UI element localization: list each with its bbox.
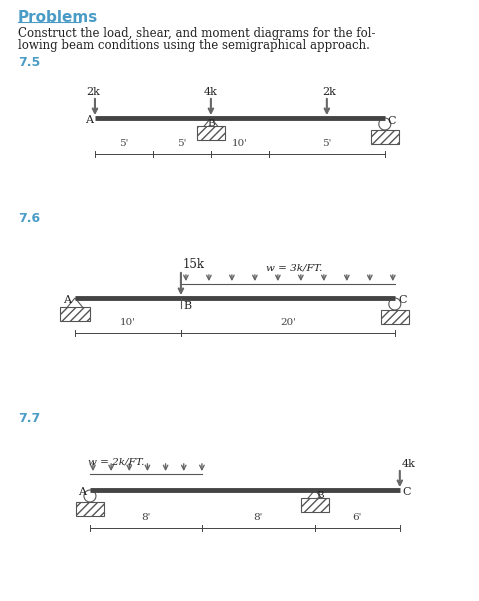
Text: B: B <box>183 301 191 311</box>
Text: C: C <box>388 116 396 126</box>
Text: 7.5: 7.5 <box>18 55 40 69</box>
Text: 8': 8' <box>254 513 263 522</box>
Text: 5': 5' <box>119 139 129 148</box>
Text: 4k: 4k <box>402 459 416 469</box>
Text: A: A <box>78 487 86 497</box>
Text: 6': 6' <box>353 513 362 522</box>
Text: lowing beam conditions using the semigraphical approach.: lowing beam conditions using the semigra… <box>18 40 370 52</box>
Text: C: C <box>403 487 411 497</box>
Text: 10': 10' <box>232 139 248 148</box>
Bar <box>301 498 329 512</box>
Text: 10': 10' <box>120 318 136 327</box>
Bar <box>76 502 104 516</box>
Text: 7.6: 7.6 <box>18 212 40 225</box>
Text: B: B <box>208 120 216 129</box>
Text: 5': 5' <box>177 139 187 148</box>
Bar <box>371 130 399 144</box>
Text: Construct the load, shear, and moment diagrams for the fol-: Construct the load, shear, and moment di… <box>18 28 376 40</box>
Circle shape <box>379 118 391 130</box>
Polygon shape <box>307 490 323 499</box>
Text: 5': 5' <box>322 139 331 148</box>
Text: B: B <box>317 492 324 501</box>
Circle shape <box>84 490 96 502</box>
Text: 7.7: 7.7 <box>18 412 40 424</box>
Text: w = 3k/FT.: w = 3k/FT. <box>266 263 323 272</box>
Bar <box>381 310 409 324</box>
Text: 2k: 2k <box>322 87 336 97</box>
Text: A: A <box>85 115 93 125</box>
Text: 2k: 2k <box>86 87 100 97</box>
Text: 4k: 4k <box>204 87 218 97</box>
Text: 20': 20' <box>280 318 296 327</box>
Text: w = 2k/FT.: w = 2k/FT. <box>88 457 144 466</box>
Polygon shape <box>203 118 219 127</box>
Text: 15k: 15k <box>183 257 205 270</box>
Bar <box>197 126 225 140</box>
Text: 8': 8' <box>141 513 150 522</box>
Text: C: C <box>399 295 407 305</box>
Circle shape <box>389 298 401 310</box>
Text: Problems: Problems <box>18 10 98 25</box>
Bar <box>60 307 90 321</box>
Text: A: A <box>63 295 71 305</box>
Polygon shape <box>66 298 84 309</box>
